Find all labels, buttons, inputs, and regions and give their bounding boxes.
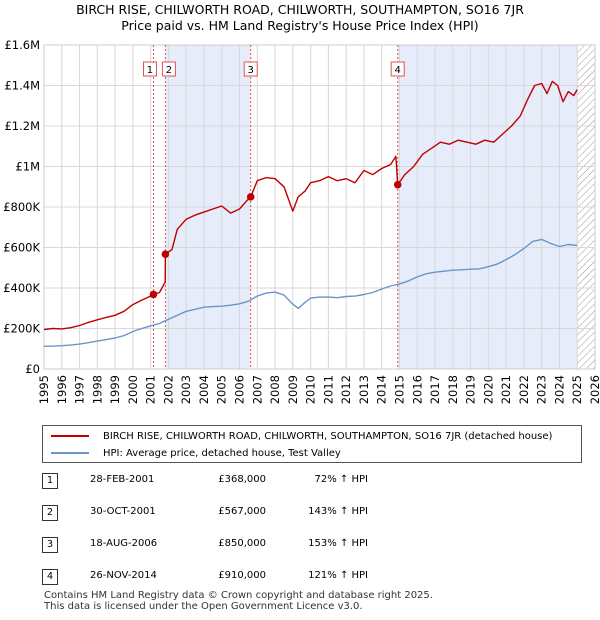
sale-label: 4	[395, 65, 401, 76]
sale-label: 1	[147, 65, 153, 76]
legend-label-hpi: HPI: Average price, detached house, Test…	[103, 447, 341, 459]
x-tick-label: 2006	[233, 375, 247, 404]
y-tick-label: £200K	[3, 322, 40, 336]
sale-label-box	[142, 61, 157, 77]
legend-item-hpi: HPI: Average price, detached house, Test…	[51, 445, 341, 461]
sale-point	[246, 193, 255, 201]
y-tick-label: £1.2M	[4, 119, 40, 133]
transaction-hpi-change: 72% ↑ HPI	[314, 474, 368, 485]
legend: BIRCH RISE, CHILWORTH ROAD, CHILWORTH, S…	[42, 425, 582, 463]
sale-point	[149, 290, 158, 299]
x-tick-label: 2016	[410, 375, 424, 404]
y-tick-label: £0	[25, 362, 40, 376]
x-tick-label: 2025	[570, 375, 584, 404]
sale-label: 3	[248, 65, 254, 76]
transaction-number: 4	[42, 569, 58, 585]
x-tick-label: 2010	[304, 375, 318, 404]
chart-subtitle: Price paid vs. HM Land Registry's House …	[121, 18, 479, 33]
x-tick-label: 2001	[144, 375, 158, 404]
x-tick-label: 2019	[464, 375, 478, 404]
table-row: 3 18-AUG-2006 £850,000 153% ↑ HPI	[42, 536, 462, 554]
x-tick-label: 2005	[215, 375, 229, 404]
transaction-price: £368,000	[218, 474, 266, 485]
x-tick-label: 2009	[286, 375, 300, 404]
x-tick-label: 1999	[108, 375, 122, 404]
sale-label-box	[390, 61, 405, 77]
transaction-date: 18-AUG-2006	[90, 538, 158, 549]
y-tick-label: £600K	[3, 241, 40, 255]
table-row: 4 26-NOV-2014 £910,000 121% ↑ HPI	[42, 568, 462, 586]
x-tick-label: 1995	[37, 375, 51, 404]
x-tick-label: 2015	[392, 375, 406, 404]
x-tick-label: 2008	[268, 375, 282, 404]
x-tick-label: 1998	[90, 375, 104, 404]
legend-swatch-property	[51, 435, 89, 437]
transaction-number: 2	[42, 505, 58, 521]
x-tick-label: 2014	[375, 375, 389, 404]
transaction-date: 28-FEB-2001	[90, 474, 155, 485]
x-tick-label: 2003	[179, 375, 193, 404]
transaction-hpi-change: 143% ↑ HPI	[308, 506, 368, 517]
sale-label-box	[243, 61, 258, 77]
sale-point	[161, 250, 170, 258]
x-tick-label: 2013	[357, 375, 371, 404]
table-row: 1 28-FEB-2001 £368,000 72% ↑ HPI	[42, 472, 462, 490]
transaction-hpi-change: 153% ↑ HPI	[308, 538, 368, 549]
transaction-price: £850,000	[218, 538, 266, 549]
transaction-number: 3	[42, 537, 58, 553]
line-chart: £0 £200K £400K £600K £800K £1M £1.2M £1.4M £1.6M…	[3, 38, 600, 404]
x-tick-label: 2026	[588, 375, 600, 404]
plot-border	[43, 44, 596, 370]
legend-label-property: BIRCH RISE, CHILWORTH ROAD, CHILWORTH, S…	[103, 430, 553, 442]
x-tick-label: 2004	[197, 375, 211, 404]
x-tick-label: 2000	[126, 375, 140, 404]
chart-title: BIRCH RISE, CHILWORTH ROAD, CHILWORTH, S…	[76, 2, 524, 17]
transaction-date: 30-OCT-2001	[90, 506, 156, 517]
sale-label-box	[161, 61, 176, 77]
sale-label: 2	[166, 65, 172, 76]
transaction-price: £910,000	[218, 570, 266, 581]
footer-copyright: Contains HM Land Registry data © Crown c…	[44, 590, 433, 601]
sale-point	[393, 180, 402, 189]
y-tick-label: £800K	[3, 200, 40, 214]
y-tick-label: £1.4M	[4, 79, 40, 93]
x-tick-label: 2024	[552, 375, 566, 404]
x-tick-label: 2023	[535, 375, 549, 404]
x-tick-label: 2018	[446, 375, 460, 404]
footer: Contains HM Land Registry data © Crown c…	[44, 590, 433, 612]
legend-swatch-hpi	[51, 452, 89, 454]
transaction-date: 26-NOV-2014	[90, 570, 157, 581]
transaction-price: £567,000	[218, 506, 266, 517]
x-tick-label: 2021	[499, 375, 513, 404]
x-tick-label: 2017	[428, 375, 442, 404]
footer-license: This data is licensed under the Open Gov…	[44, 601, 363, 612]
x-tick-label: 2012	[339, 375, 353, 404]
y-tick-label: £1M	[15, 160, 40, 174]
x-tick-label: 2007	[250, 375, 264, 404]
x-tick-label: 2020	[481, 375, 495, 404]
transaction-number: 1	[42, 473, 58, 489]
legend-item-property: BIRCH RISE, CHILWORTH ROAD, CHILWORTH, S…	[51, 428, 552, 444]
y-tick-label: £400K	[3, 281, 40, 295]
hpi-line	[44, 238, 578, 347]
y-tick-label: £1.6M	[4, 38, 40, 52]
transaction-hpi-change: 121% ↑ HPI	[308, 570, 368, 581]
table-row: 2 30-OCT-2001 £567,000 143% ↑ HPI	[42, 504, 462, 522]
x-tick-label: 1997	[73, 375, 87, 404]
x-tick-label: 2022	[517, 375, 531, 404]
property-price-line	[44, 80, 578, 331]
x-tick-label: 2011	[321, 375, 335, 404]
x-tick-label: 1996	[55, 375, 69, 404]
x-tick-label: 2002	[161, 375, 175, 404]
